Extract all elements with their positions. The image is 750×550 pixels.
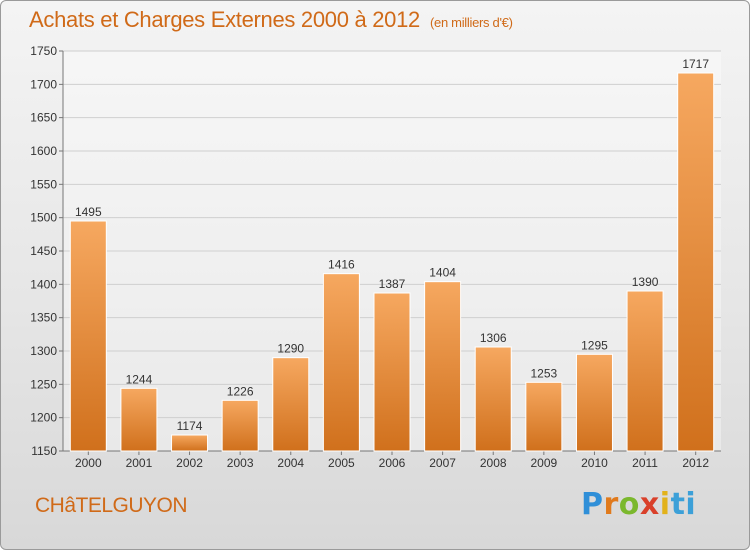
data-label: 1495 xyxy=(75,205,102,219)
logo-letter: i xyxy=(685,487,697,522)
y-tick-label: 1250 xyxy=(30,377,57,391)
x-tick-label: 2006 xyxy=(379,456,406,470)
logo-letter: r xyxy=(603,487,619,522)
data-label: 1174 xyxy=(177,419,203,433)
x-tick-label: 2012 xyxy=(682,456,709,470)
data-label: 1295 xyxy=(581,338,608,352)
proxiti-logo: Proxiti xyxy=(581,487,696,522)
y-tick-label: 1500 xyxy=(30,211,57,225)
bar xyxy=(575,353,613,452)
x-tick-label: 2003 xyxy=(227,456,254,470)
data-label: 1290 xyxy=(277,342,304,356)
y-tick-label: 1350 xyxy=(30,311,57,325)
data-labels: 1495 1244 1174 1226 1290 1416 1387 1404 1306 1253… xyxy=(75,57,709,433)
logo-letter: P xyxy=(581,487,604,522)
x-tick-label: 2004 xyxy=(277,456,304,470)
bar xyxy=(474,346,512,452)
x-tick-label: 2010 xyxy=(581,456,608,470)
chart-subtitle: (en milliers d'€) xyxy=(429,15,513,30)
data-label: 1306 xyxy=(480,331,507,345)
y-tick-label: 1450 xyxy=(30,244,57,258)
logo-letter: i xyxy=(659,487,671,522)
data-label: 1244 xyxy=(126,372,153,386)
x-tick-label: 2007 xyxy=(429,456,456,470)
x-tick-label: 2008 xyxy=(480,456,507,470)
y-tick-label: 1400 xyxy=(30,277,57,291)
bar xyxy=(272,357,310,452)
x-tick-label: 2002 xyxy=(176,456,203,470)
axes: 1150 1200 1250 1300 1350 1400 1450 1500 1550 1600… xyxy=(30,44,721,470)
data-label: 1717 xyxy=(682,57,709,71)
y-tick-label: 1300 xyxy=(30,344,57,358)
y-tick-label: 1750 xyxy=(30,44,57,58)
y-tick-label: 1650 xyxy=(30,111,57,125)
data-label: 1226 xyxy=(227,384,254,398)
y-tick-label: 1600 xyxy=(30,144,57,158)
y-tick-label: 1150 xyxy=(31,444,57,458)
bar xyxy=(626,290,664,452)
data-label: 1416 xyxy=(328,258,355,272)
x-tick-label: 2011 xyxy=(632,456,658,470)
bar xyxy=(424,281,462,452)
data-label: 1253 xyxy=(530,366,557,380)
logo-letter: t xyxy=(670,487,686,522)
bar xyxy=(373,292,411,452)
data-label: 1387 xyxy=(379,277,406,291)
y-tick-label: 1700 xyxy=(30,77,57,91)
chart-title-text: Achats et Charges Externes 2000 à 2012 xyxy=(29,7,420,32)
bar xyxy=(322,273,360,452)
bar xyxy=(120,387,158,452)
bar xyxy=(677,72,715,452)
data-label: 1390 xyxy=(632,275,659,289)
bar xyxy=(69,220,107,452)
bars xyxy=(69,72,715,452)
logo-letter: o xyxy=(618,487,640,522)
chart-title: Achats et Charges Externes 2000 à 2012 (e… xyxy=(29,7,513,33)
x-tick-label: 2005 xyxy=(328,456,355,470)
bar xyxy=(221,399,259,452)
y-tick-label: 1550 xyxy=(30,177,57,191)
x-tick-label: 2001 xyxy=(126,456,153,470)
commune-name: CHâTELGUYON xyxy=(35,494,188,517)
data-label: 1404 xyxy=(429,266,456,280)
bar xyxy=(171,434,209,452)
x-tick-label: 2009 xyxy=(530,456,557,470)
x-tick-label: 2000 xyxy=(75,456,102,470)
logo-letter: x xyxy=(639,487,660,522)
y-tick-label: 1200 xyxy=(30,411,57,425)
bar xyxy=(525,381,563,452)
